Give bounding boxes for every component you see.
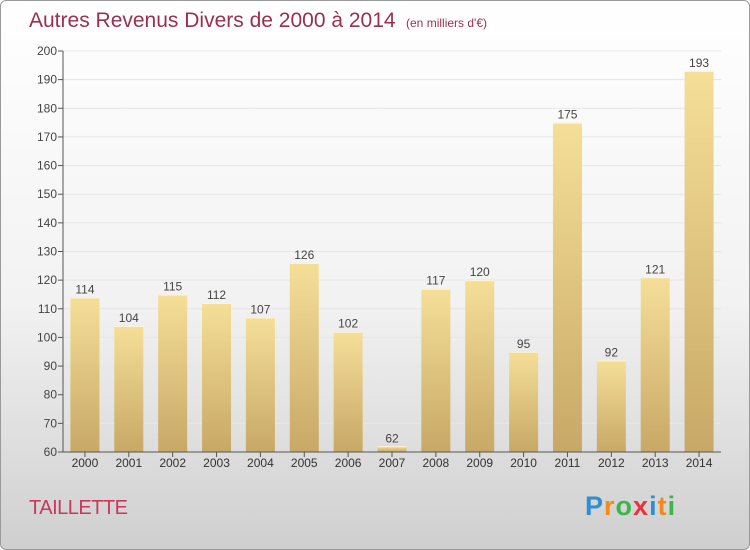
logo-letter: x (633, 491, 650, 521)
y-tick-label: 120 (37, 273, 57, 287)
bar-2003 (202, 303, 232, 452)
logo-letter: i (667, 491, 677, 521)
data-label: 193 (689, 56, 709, 70)
x-tick-label: 2007 (379, 456, 406, 470)
commune-name: TAILLETTE (29, 497, 128, 519)
y-tick-label: 100 (37, 330, 57, 344)
y-tick-label: 80 (44, 388, 58, 402)
bar-2011 (552, 122, 582, 452)
data-label: 175 (557, 108, 577, 122)
data-label: 104 (119, 311, 139, 325)
data-label: 115 (163, 279, 182, 293)
chart-subtitle: (en milliers d'€) (406, 16, 487, 30)
x-tick-label: 2014 (686, 456, 713, 470)
data-label: 62 (385, 431, 399, 445)
y-tick-label: 200 (37, 44, 57, 58)
y-tick-label: 190 (37, 73, 57, 87)
x-tick-label: 2013 (642, 456, 669, 470)
bar-2004 (245, 317, 275, 452)
title-row: Autres Revenus Divers de 2000 à 2014 (en… (29, 9, 487, 33)
data-label: 92 (605, 345, 619, 359)
y-tick-label: 90 (44, 359, 58, 373)
x-tick-label: 2002 (159, 456, 186, 470)
y-tick-label: 110 (38, 302, 57, 316)
logo-letter: o (615, 491, 634, 521)
proxiti-logo[interactable]: Proxiti (585, 491, 676, 522)
bar-2009 (465, 280, 495, 452)
x-tick-label: 2000 (72, 456, 99, 470)
data-label: 114 (75, 282, 94, 296)
y-tick-label: 60 (44, 445, 58, 459)
x-tick-label: 2012 (598, 456, 625, 470)
x-tick-label: 2009 (466, 456, 493, 470)
bar-2005 (289, 262, 319, 452)
bar-2013 (640, 277, 670, 452)
data-label: 126 (294, 248, 314, 262)
logo-letter: i (649, 491, 658, 521)
logo-letter: P (585, 491, 605, 521)
data-label: 120 (470, 265, 490, 279)
y-tick-label: 140 (37, 216, 57, 230)
data-label: 117 (426, 274, 445, 288)
y-tick-label: 160 (37, 159, 57, 173)
x-tick-label: 2008 (423, 456, 450, 470)
data-label: 102 (338, 317, 358, 331)
x-tick-label: 2006 (335, 456, 362, 470)
x-tick-label: 2001 (115, 456, 142, 470)
bar-2001 (114, 325, 144, 452)
x-tick-label: 2004 (247, 456, 274, 470)
x-tick-label: 2003 (203, 456, 230, 470)
logo-letter: t (657, 491, 668, 521)
data-label: 121 (645, 262, 665, 276)
x-tick-label: 2011 (555, 456, 581, 470)
bar-2006 (333, 331, 363, 452)
x-tick-label: 2005 (291, 456, 318, 470)
x-tick-label: 2010 (510, 456, 537, 470)
y-tick-label: 130 (37, 245, 57, 259)
y-tick-label: 170 (37, 130, 57, 144)
bar-2014 (684, 71, 714, 453)
bar-2012 (596, 360, 626, 452)
data-label: 107 (250, 302, 270, 316)
bar-2002 (158, 294, 188, 452)
y-tick-label: 150 (37, 187, 57, 201)
chart-title: Autres Revenus Divers de 2000 à 2014 (29, 9, 396, 32)
bar-2008 (421, 288, 451, 452)
bar-2010 (509, 351, 539, 452)
y-tick-label: 180 (37, 101, 57, 115)
bar-2007 (377, 446, 407, 452)
bar-2000 (70, 297, 100, 452)
data-label: 112 (207, 288, 226, 302)
data-label: 95 (517, 337, 531, 351)
y-tick-label: 70 (44, 416, 58, 430)
logo-letter: r (604, 491, 616, 521)
